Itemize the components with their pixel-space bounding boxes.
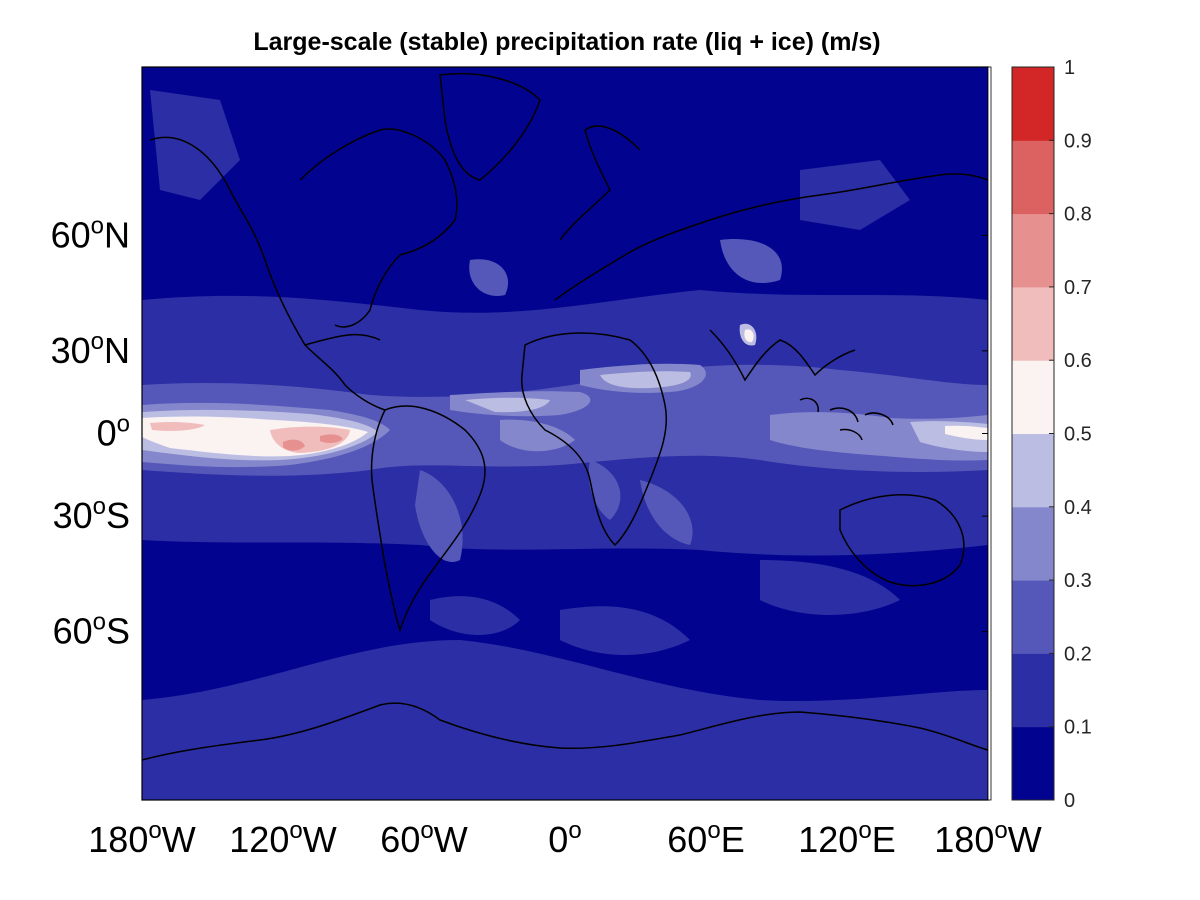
colorbar-segment <box>1012 433 1054 508</box>
longitude-tick-labels: 180oW 120oW 60oW 0o 60oE 120oE 180oW <box>88 817 1041 860</box>
latitude-tick-label: 30oN <box>51 328 130 371</box>
colorbar-segment <box>1012 140 1054 215</box>
chart-title: Large-scale (stable) precipitation rate … <box>253 28 880 56</box>
colorbar-tick-label: 0.8 <box>1064 204 1092 226</box>
latitude-tick-labels: 60oN 30oN 0o 30oS 60oS <box>51 212 988 652</box>
colorbar-segment <box>1012 286 1054 361</box>
colorbar-segment <box>1012 67 1054 141</box>
colorbar-segment <box>1012 653 1054 728</box>
colorbar-tick-label: 0.5 <box>1064 424 1092 446</box>
indonesia-coast <box>799 397 894 441</box>
greenland-coast <box>439 72 541 181</box>
longitude-tick-label: 180oW <box>88 817 195 860</box>
africa-coast <box>521 332 668 547</box>
colorbar-tick-label: 0.6 <box>1064 350 1092 372</box>
map-right-edge <box>987 66 992 801</box>
antarctica-coast <box>142 702 988 761</box>
colorbar-tick-label: 0.3 <box>1064 570 1092 592</box>
longitude-tick-label: 120oW <box>229 817 336 860</box>
precip-band-0.7-0.8 <box>283 434 343 451</box>
colorbar-segment <box>1012 726 1054 801</box>
south-america-coast <box>370 405 486 633</box>
europe-asia-coast <box>554 125 988 382</box>
longitude-tick-label: 180oW <box>934 817 1041 860</box>
australia-coast <box>839 494 965 587</box>
map-area <box>142 67 988 800</box>
colorbar-segment <box>1012 506 1054 581</box>
colorbar-tick-label: 0.9 <box>1064 130 1092 152</box>
colorbar-tick-label: 0 <box>1064 790 1075 812</box>
north-america-coast <box>149 128 458 411</box>
colorbar: 0 0.1 0.2 0.3 0.4 0.5 0.6 0.7 0.8 0.9 1 <box>1011 57 1092 812</box>
colorbar-tick-label: 0.7 <box>1064 277 1092 299</box>
coastlines <box>142 72 988 761</box>
colorbar-tick-label: 0.4 <box>1064 497 1092 519</box>
longitude-tick-label: 120oE <box>798 817 895 860</box>
colorbar-tick-label: 1 <box>1064 57 1075 79</box>
longitude-tick-label: 60oW <box>380 817 467 860</box>
colorbar-tick-label: 0.1 <box>1064 717 1092 739</box>
latitude-tick-label: 30oS <box>53 493 130 536</box>
latitude-tick-label: 60oN <box>51 212 130 255</box>
longitude-tick-label: 0o <box>548 817 581 860</box>
longitude-tick-label: 60oE <box>667 817 744 860</box>
latitude-tick-label: 60oS <box>53 609 130 652</box>
colorbar-segment <box>1012 580 1054 654</box>
colorbar-segment <box>1012 360 1054 434</box>
colorbar-segment <box>1012 213 1054 288</box>
latitude-tick-label: 0o <box>97 411 130 454</box>
colorbar-tick-label: 0.2 <box>1064 643 1092 665</box>
